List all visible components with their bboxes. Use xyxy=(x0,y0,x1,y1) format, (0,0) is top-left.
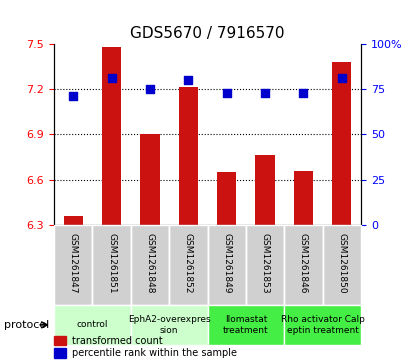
FancyBboxPatch shape xyxy=(131,305,208,345)
Text: GSM1261848: GSM1261848 xyxy=(145,233,154,294)
Text: GSM1261847: GSM1261847 xyxy=(68,233,78,294)
FancyBboxPatch shape xyxy=(169,225,208,305)
Text: GSM1261849: GSM1261849 xyxy=(222,233,231,294)
Text: Rho activator Calp
eptin treatment: Rho activator Calp eptin treatment xyxy=(281,315,365,335)
Point xyxy=(146,86,153,92)
Text: protocol: protocol xyxy=(4,320,49,330)
Bar xyxy=(256,155,275,225)
Point xyxy=(185,77,192,83)
Bar xyxy=(332,62,352,225)
FancyBboxPatch shape xyxy=(93,225,131,305)
Bar xyxy=(54,336,66,346)
Point xyxy=(300,90,307,95)
FancyBboxPatch shape xyxy=(284,225,323,305)
Bar xyxy=(54,348,66,358)
Text: EphA2-overexpres
sion: EphA2-overexpres sion xyxy=(128,315,210,335)
FancyBboxPatch shape xyxy=(54,305,131,345)
Bar xyxy=(140,134,159,225)
FancyBboxPatch shape xyxy=(208,225,246,305)
Bar xyxy=(63,216,83,225)
Text: GSM1261852: GSM1261852 xyxy=(184,233,193,294)
Text: GSM1261851: GSM1261851 xyxy=(107,233,116,294)
Text: GSM1261850: GSM1261850 xyxy=(337,233,347,294)
Point xyxy=(339,75,345,81)
Bar xyxy=(179,87,198,225)
FancyBboxPatch shape xyxy=(208,305,284,345)
Text: percentile rank within the sample: percentile rank within the sample xyxy=(72,348,237,358)
Point xyxy=(262,90,269,95)
FancyBboxPatch shape xyxy=(131,225,169,305)
Text: control: control xyxy=(77,321,108,329)
Bar xyxy=(217,172,236,225)
FancyBboxPatch shape xyxy=(246,225,284,305)
Bar xyxy=(102,46,121,225)
Point xyxy=(223,90,230,95)
Text: transformed count: transformed count xyxy=(72,335,163,346)
Text: GSM1261846: GSM1261846 xyxy=(299,233,308,294)
Point xyxy=(70,93,76,99)
Title: GDS5670 / 7916570: GDS5670 / 7916570 xyxy=(130,26,285,41)
Text: GSM1261853: GSM1261853 xyxy=(261,233,270,294)
FancyBboxPatch shape xyxy=(54,225,93,305)
FancyBboxPatch shape xyxy=(284,305,361,345)
Text: llomastat
treatment: llomastat treatment xyxy=(223,315,269,335)
FancyBboxPatch shape xyxy=(323,225,361,305)
Bar xyxy=(294,171,313,225)
Point xyxy=(108,75,115,81)
